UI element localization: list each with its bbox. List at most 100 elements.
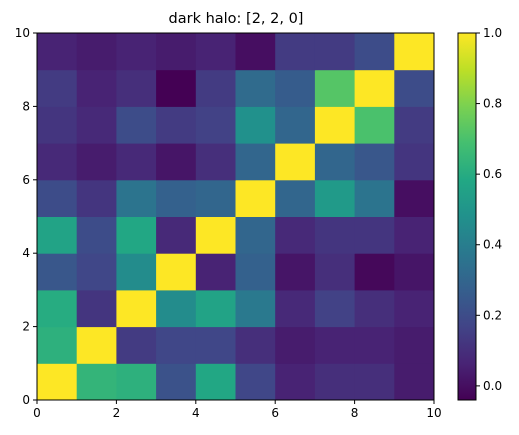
x-tick-label: 8 <box>351 406 359 420</box>
y-tick-label: 2 <box>22 320 30 334</box>
heatmap-cell <box>354 33 395 71</box>
colorbar: 0.0 0.2 0.4 0.6 0.8 1.0 <box>457 26 502 401</box>
heatmap-cell <box>116 179 157 217</box>
heatmap-cell <box>76 106 117 144</box>
heatmap-cell <box>76 326 117 364</box>
heatmap-cell <box>156 289 197 328</box>
heatmap-cell <box>394 253 435 291</box>
heatmap-cell <box>116 253 157 291</box>
heatmap-cell <box>37 69 78 107</box>
heatmap-cell <box>354 143 395 181</box>
heatmap-cell <box>235 253 276 291</box>
heatmap-cell <box>37 289 78 328</box>
heatmap-cell <box>235 106 276 144</box>
x-tick-label: 6 <box>271 406 279 420</box>
plot-frame <box>36 32 435 401</box>
heatmap-cell <box>37 216 78 254</box>
heatmap-cell <box>314 363 356 401</box>
heatmap-cell <box>156 216 197 254</box>
heatmap-cell <box>394 289 435 328</box>
heatmap-cell <box>275 253 316 291</box>
x-tick-label: 0 <box>33 406 41 420</box>
heatmap-cell <box>116 33 157 71</box>
heatmap-cell <box>394 33 435 71</box>
heatmap-cell <box>195 363 236 401</box>
heatmap-cell <box>235 363 276 401</box>
heatmap-cell <box>76 253 117 291</box>
heatmap-cell <box>275 216 316 254</box>
colorbar-tick-label: 0.6 <box>483 167 502 181</box>
heatmap-cell <box>314 216 356 254</box>
heatmap-cell <box>354 253 395 291</box>
heatmap-cell <box>195 143 236 181</box>
heatmap-cell <box>116 326 157 364</box>
heatmap-cell <box>76 179 117 217</box>
heatmap-cell <box>275 289 316 328</box>
heatmap-cell <box>394 363 435 401</box>
heatmap-cells <box>37 33 435 401</box>
colorbar-tick-label: 0.0 <box>483 379 502 393</box>
heatmap-cell <box>354 179 395 217</box>
heatmap-cell <box>116 216 157 254</box>
heatmap-cell <box>116 289 157 328</box>
x-tick-label: 4 <box>192 406 200 420</box>
y-tick-label: 6 <box>22 173 30 187</box>
heatmap-cell <box>314 143 356 181</box>
heatmap-cell <box>76 143 117 181</box>
x-tick-label: 2 <box>113 406 121 420</box>
colorbar-gradient <box>457 32 477 401</box>
heatmap-cell <box>275 326 316 364</box>
heatmap-cell <box>195 179 236 217</box>
heatmap-cell <box>275 106 316 144</box>
colorbar-tick-label: 0.2 <box>483 308 502 322</box>
heatmap-cell <box>235 216 276 254</box>
heatmap-cell <box>394 216 435 254</box>
heatmap-cell <box>314 326 356 364</box>
chart-title: dark halo: [2, 2, 0] <box>169 11 304 27</box>
heatmap-cell <box>195 33 236 71</box>
heatmap-cell <box>354 216 395 254</box>
heatmap-cell <box>394 106 435 144</box>
colorbar-tick-label: 1.0 <box>483 26 502 40</box>
heatmap-cell <box>156 69 197 107</box>
heatmap-cell <box>235 143 276 181</box>
heatmap-cell <box>314 33 356 71</box>
heatmap-cell <box>195 216 236 254</box>
heatmap-cell <box>37 33 78 71</box>
heatmap-cell <box>314 69 356 107</box>
heatmap-cell <box>235 289 276 328</box>
heatmap-cell <box>195 289 236 328</box>
y-tick-label: 4 <box>22 246 30 260</box>
heatmap-cell <box>37 363 78 401</box>
heatmap-cell <box>37 326 78 364</box>
heatmap-cell <box>156 143 197 181</box>
heatmap-cell <box>235 69 276 107</box>
heatmap-cell <box>394 179 435 217</box>
heatmap-cell <box>156 106 197 144</box>
colorbar-tick-label: 0.4 <box>483 238 502 252</box>
heatmap-cell <box>76 216 117 254</box>
heatmap-cell <box>37 106 78 144</box>
heatmap-cell <box>354 69 395 107</box>
heatmap-cell <box>235 33 276 71</box>
y-tick-label: 10 <box>15 26 30 40</box>
heatmap-cell <box>275 363 316 401</box>
heatmap-cell <box>275 33 316 71</box>
heatmap-cell <box>116 106 157 144</box>
heatmap-cell <box>235 179 276 217</box>
heatmap-cell <box>116 69 157 107</box>
heatmap-cell <box>156 326 197 364</box>
colorbar-ticks: 0.0 0.2 0.4 0.6 0.8 1.0 <box>476 26 502 393</box>
heatmap-cell <box>354 106 395 144</box>
heatmap-cell <box>156 179 197 217</box>
heatmap-cell <box>354 289 395 328</box>
heatmap-cell <box>156 33 197 71</box>
heatmap-cell <box>76 289 117 328</box>
heatmap-cell <box>76 69 117 107</box>
y-tick-label: 8 <box>22 99 30 113</box>
heatmap-cell <box>314 289 356 328</box>
heatmap-cell <box>354 326 395 364</box>
plot-axes: 0 2 4 6 8 10 0 2 4 6 8 10 <box>15 26 442 420</box>
heatmap-cell <box>195 253 236 291</box>
heatmap-cell <box>37 179 78 217</box>
